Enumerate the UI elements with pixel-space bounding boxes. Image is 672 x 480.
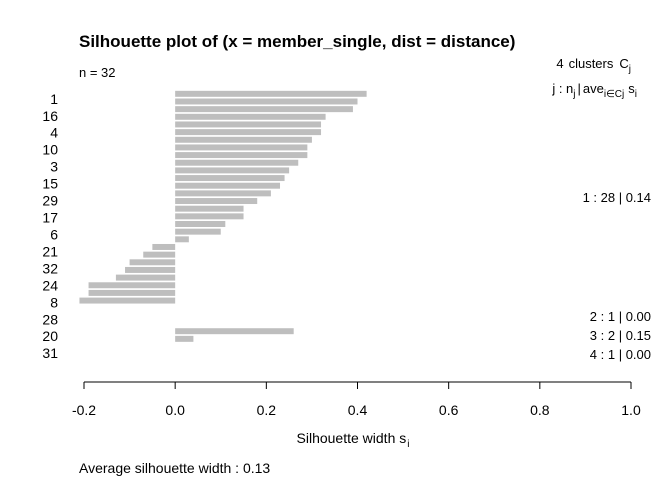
row-label-21: 21 (42, 243, 58, 259)
row-label-17: 17 (42, 210, 58, 226)
silhouette-bar-c1-15 (175, 198, 258, 205)
legend-header: j : nj | avei∈Cj si (551, 81, 637, 100)
silhouette-bar-c1-25 (115, 274, 176, 281)
silhouette-bar-c1-24 (125, 266, 176, 273)
row-label-29: 29 (42, 193, 58, 209)
cluster-summary-3: 3 : 2 | 0.15 (590, 328, 651, 343)
silhouette-bar-c1-20 (175, 236, 189, 243)
silhouette-bar-c1-12 (175, 175, 285, 182)
row-label-28: 28 (42, 311, 58, 327)
row-label-32: 32 (42, 260, 58, 276)
row-label-10: 10 (42, 142, 58, 158)
clusters-symbol: C (619, 56, 628, 71)
n-label: n = 32 (79, 65, 116, 80)
silhouette-bar-c1-17 (175, 213, 244, 220)
chart-title: Silhouette plot of (x = member_single, d… (79, 32, 515, 51)
row-label-15: 15 (42, 176, 58, 192)
clusters-symbol-sub: j (628, 64, 631, 75)
cluster-summary-1: 1 : 28 | 0.14 (583, 190, 651, 205)
x-tick-group: -0.2 0.0 0.2 0.4 0.6 0.8 1.0 (72, 382, 641, 418)
legend-s: s (628, 81, 635, 96)
cluster-summary-2: 2 : 1 | 0.00 (590, 309, 651, 324)
row-label-3: 3 (50, 159, 58, 175)
silhouette-bar-c3-1 (175, 328, 294, 335)
x-tick-label-0.8: 0.8 (530, 402, 550, 418)
legend-sep: | (578, 81, 581, 96)
silhouette-bar-c1-4 (175, 113, 326, 120)
row-label-8: 8 (50, 294, 58, 310)
row-label-16: 16 (42, 108, 58, 124)
silhouette-bar-c1-6 (175, 129, 322, 136)
cluster-summary-group: 1 : 28 | 0.14 2 : 1 | 0.00 3 : 2 | 0.15 4 :… (583, 190, 651, 362)
row-label-4: 4 (50, 125, 58, 141)
bar-group (79, 90, 367, 342)
x-axis-label-main: Silhouette width s (297, 430, 407, 446)
row-label-31: 31 (42, 345, 58, 361)
clusters-count: 4 (556, 56, 563, 71)
clusters-header: 4 clusters Cj (556, 56, 631, 75)
silhouette-bar-c1-10 (175, 159, 299, 166)
silhouette-bar-c1-21 (152, 243, 176, 250)
row-label-20: 20 (42, 328, 58, 344)
x-tick-label-0.6: 0.6 (439, 402, 459, 418)
x-tick-label--0.2: -0.2 (72, 402, 96, 418)
silhouette-bar-c1-13 (175, 182, 281, 189)
silhouette-bar-c1-26 (88, 282, 176, 289)
x-tick-label-0.0: 0.0 (165, 402, 185, 418)
legend-s-sub: i (635, 89, 637, 100)
row-label-1: 1 (50, 91, 58, 107)
clusters-word: clusters (569, 56, 614, 71)
silhouette-bar-c1-5 (175, 121, 322, 128)
silhouette-bar-c1-8 (175, 144, 308, 151)
silhouette-bar-c1-22 (143, 251, 176, 258)
x-axis-label: Silhouette width si (297, 430, 410, 450)
row-label-24: 24 (42, 277, 58, 293)
silhouette-bar-c1-1 (175, 90, 367, 97)
silhouette-bar-c1-3 (175, 106, 353, 113)
legend-ave: ave (583, 81, 604, 96)
silhouette-bar-c1-9 (175, 152, 308, 159)
average-silhouette-footer: Average silhouette width : 0.13 (79, 460, 270, 476)
silhouette-bar-c1-7 (175, 136, 312, 143)
x-axis-label-sub: i (407, 439, 409, 450)
silhouette-bar-c1-11 (175, 167, 290, 174)
silhouette-bar-c1-19 (175, 228, 221, 235)
row-label-6: 6 (50, 226, 58, 242)
legend-n-sub: j (572, 89, 575, 100)
legend-ave-sub: i∈Cj (604, 89, 624, 100)
legend-j: j (551, 81, 555, 96)
silhouette-bar-c1-2 (175, 98, 358, 105)
silhouette-bar-c1-18 (175, 221, 226, 227)
silhouette-bar-c3-2 (175, 335, 194, 342)
x-tick-label-0.2: 0.2 (257, 402, 277, 418)
silhouette-bar-c1-14 (175, 190, 271, 197)
x-tick-label-1.0: 1.0 (621, 402, 641, 418)
silhouette-bar-c1-23 (129, 259, 176, 266)
silhouette-bar-c1-16 (175, 205, 244, 212)
silhouette-bar-c1-27 (88, 289, 176, 296)
x-tick-label-0.4: 0.4 (348, 402, 368, 418)
cluster-summary-4: 4 : 1 | 0.00 (590, 347, 651, 362)
legend-n: n (566, 81, 573, 96)
silhouette-bar-c1-28 (79, 297, 176, 304)
